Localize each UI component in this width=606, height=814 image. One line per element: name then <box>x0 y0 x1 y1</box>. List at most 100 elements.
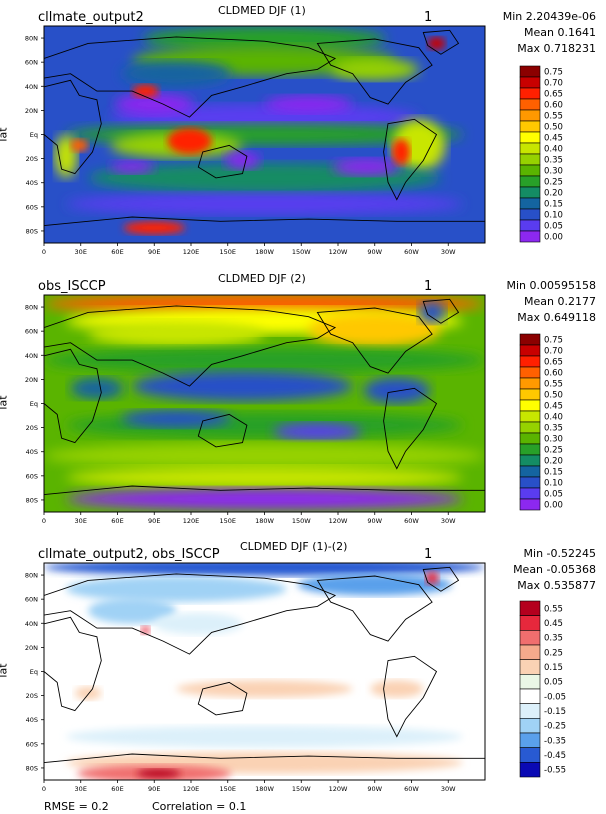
x-tick-label: 120W <box>329 785 348 793</box>
colorbar-label: 0.60 <box>544 369 563 379</box>
colorbar-label: 0.70 <box>544 347 563 357</box>
y-tick-label: 40S <box>26 179 38 187</box>
colorbar-swatch <box>519 175 541 188</box>
colorbar-label: 0.25 <box>544 446 563 456</box>
colorbar-swatch <box>519 703 541 719</box>
colorbar-swatch <box>519 197 541 210</box>
colorbar-label: 0.25 <box>544 648 563 658</box>
colorbar-label: 0.45 <box>544 619 563 629</box>
coastline-1 <box>44 305 337 387</box>
coastline-4 <box>383 118 438 201</box>
colorbar-label: 0.35 <box>544 424 563 434</box>
colorbar-label: 0.15 <box>544 468 563 478</box>
y-tick-label: 20S <box>26 155 38 163</box>
coastline-3 <box>316 307 433 374</box>
colorbar-label: 0.20 <box>544 189 563 199</box>
coastline-0 <box>44 616 102 712</box>
y-tick-label: 60N <box>25 596 38 604</box>
panel2-ylabel: lat <box>0 395 10 410</box>
colorbar-label: 0.75 <box>544 68 563 78</box>
colorbar-label: 0.50 <box>544 123 563 133</box>
panel1-ylabel: lat <box>0 127 10 142</box>
colorbar-label: 0.05 <box>544 678 563 688</box>
x-tick-label: 30W <box>441 785 456 793</box>
x-tick-label: 180W <box>255 785 274 793</box>
colorbar-label: 0.70 <box>544 79 563 89</box>
colorbar-swatch <box>519 487 541 500</box>
colorbar-label: -0.25 <box>544 722 566 732</box>
panel3-title: CLDMED DJF (1)-(2) <box>240 540 348 553</box>
colorbar-label: 0.20 <box>544 457 563 467</box>
coastline-5 <box>422 566 460 592</box>
coastline-2 <box>197 681 248 716</box>
colorbar-label: 0.05 <box>544 222 563 232</box>
colorbar-label: 0.40 <box>544 413 563 423</box>
x-tick-label: 180W <box>255 248 274 256</box>
x-tick-label: 90E <box>148 248 160 256</box>
colorbar-swatch <box>519 65 541 78</box>
colorbar-label: -0.55 <box>544 766 566 776</box>
colorbar-label: -0.35 <box>544 736 566 746</box>
colorbar-label: 0.65 <box>544 358 563 368</box>
x-tick-label: 30W <box>441 248 456 256</box>
panel3-max: Max 0.535877 <box>517 579 596 592</box>
y-tick-label: 60S <box>26 740 38 748</box>
colorbar-swatch <box>519 399 541 412</box>
x-tick-label: 60W <box>404 785 419 793</box>
panel1-max: Max 0.718231 <box>517 42 596 55</box>
colorbar-label: 0.55 <box>544 380 563 390</box>
x-tick-label: 150E <box>219 517 236 525</box>
y-tick-label: 80S <box>26 496 38 504</box>
x-tick-label: 30E <box>75 248 87 256</box>
panel1-right-label: 1 <box>424 10 433 25</box>
panel2-left-label: obs_ISCCP <box>38 279 106 294</box>
colorbar-label: 0.45 <box>544 402 563 412</box>
panel1-title: CLDMED DJF (1) <box>218 4 306 17</box>
x-tick-label: 120W <box>329 517 348 525</box>
y-tick-label: 40S <box>26 716 38 724</box>
x-tick-label: 150W <box>292 248 311 256</box>
panel3-min: Min -0.52245 <box>523 547 596 560</box>
x-tick-label: 120W <box>329 248 348 256</box>
panel2-coastlines <box>44 298 485 512</box>
colorbar-label: 0.35 <box>544 634 563 644</box>
coastline-1 <box>44 36 337 118</box>
x-tick-label: 90W <box>367 785 382 793</box>
colorbar-label: 0.25 <box>544 178 563 188</box>
colorbar-swatch <box>519 443 541 456</box>
x-tick-label: 150W <box>292 517 311 525</box>
correlation-label: Correlation = 0.1 <box>152 800 247 813</box>
colorbar-swatch <box>519 476 541 489</box>
panel2-mean: Mean 0.2177 <box>524 295 596 308</box>
x-tick-label: 120E <box>183 785 200 793</box>
colorbar-swatch <box>519 762 541 778</box>
x-tick-label: 150E <box>219 248 236 256</box>
colorbar-swatch <box>519 219 541 232</box>
coastline-3 <box>316 575 433 642</box>
colorbar-label: 0.00 <box>544 233 563 243</box>
x-tick-label: 30E <box>75 785 87 793</box>
colorbar-swatch <box>519 109 541 122</box>
colorbar-swatch <box>519 98 541 111</box>
x-tick-label: 180W <box>255 517 274 525</box>
colorbar-swatch <box>519 131 541 144</box>
colorbar-label: 0.50 <box>544 391 563 401</box>
panel2-min: Min 0.00595158 <box>506 279 597 292</box>
colorbar-label: 0.30 <box>544 435 563 445</box>
colorbar-swatch <box>519 344 541 357</box>
colorbar-swatch <box>519 366 541 379</box>
y-tick-label: 40N <box>25 352 38 360</box>
panel3-coastlines <box>44 566 485 780</box>
panel3-left-label: cllmate_output2, obs_ISCCP <box>38 547 220 562</box>
x-tick-label: 90W <box>367 517 382 525</box>
y-tick-label: 20N <box>25 107 38 115</box>
x-tick-label: 90E <box>148 517 160 525</box>
colorbar-label: 0.15 <box>544 663 563 673</box>
colorbar-swatch <box>519 421 541 434</box>
coastline-6 <box>44 485 485 512</box>
x-tick-label: 0 <box>42 785 46 793</box>
colorbar-swatch <box>519 388 541 401</box>
x-tick-label: 90W <box>367 248 382 256</box>
x-tick-label: 150W <box>292 785 311 793</box>
